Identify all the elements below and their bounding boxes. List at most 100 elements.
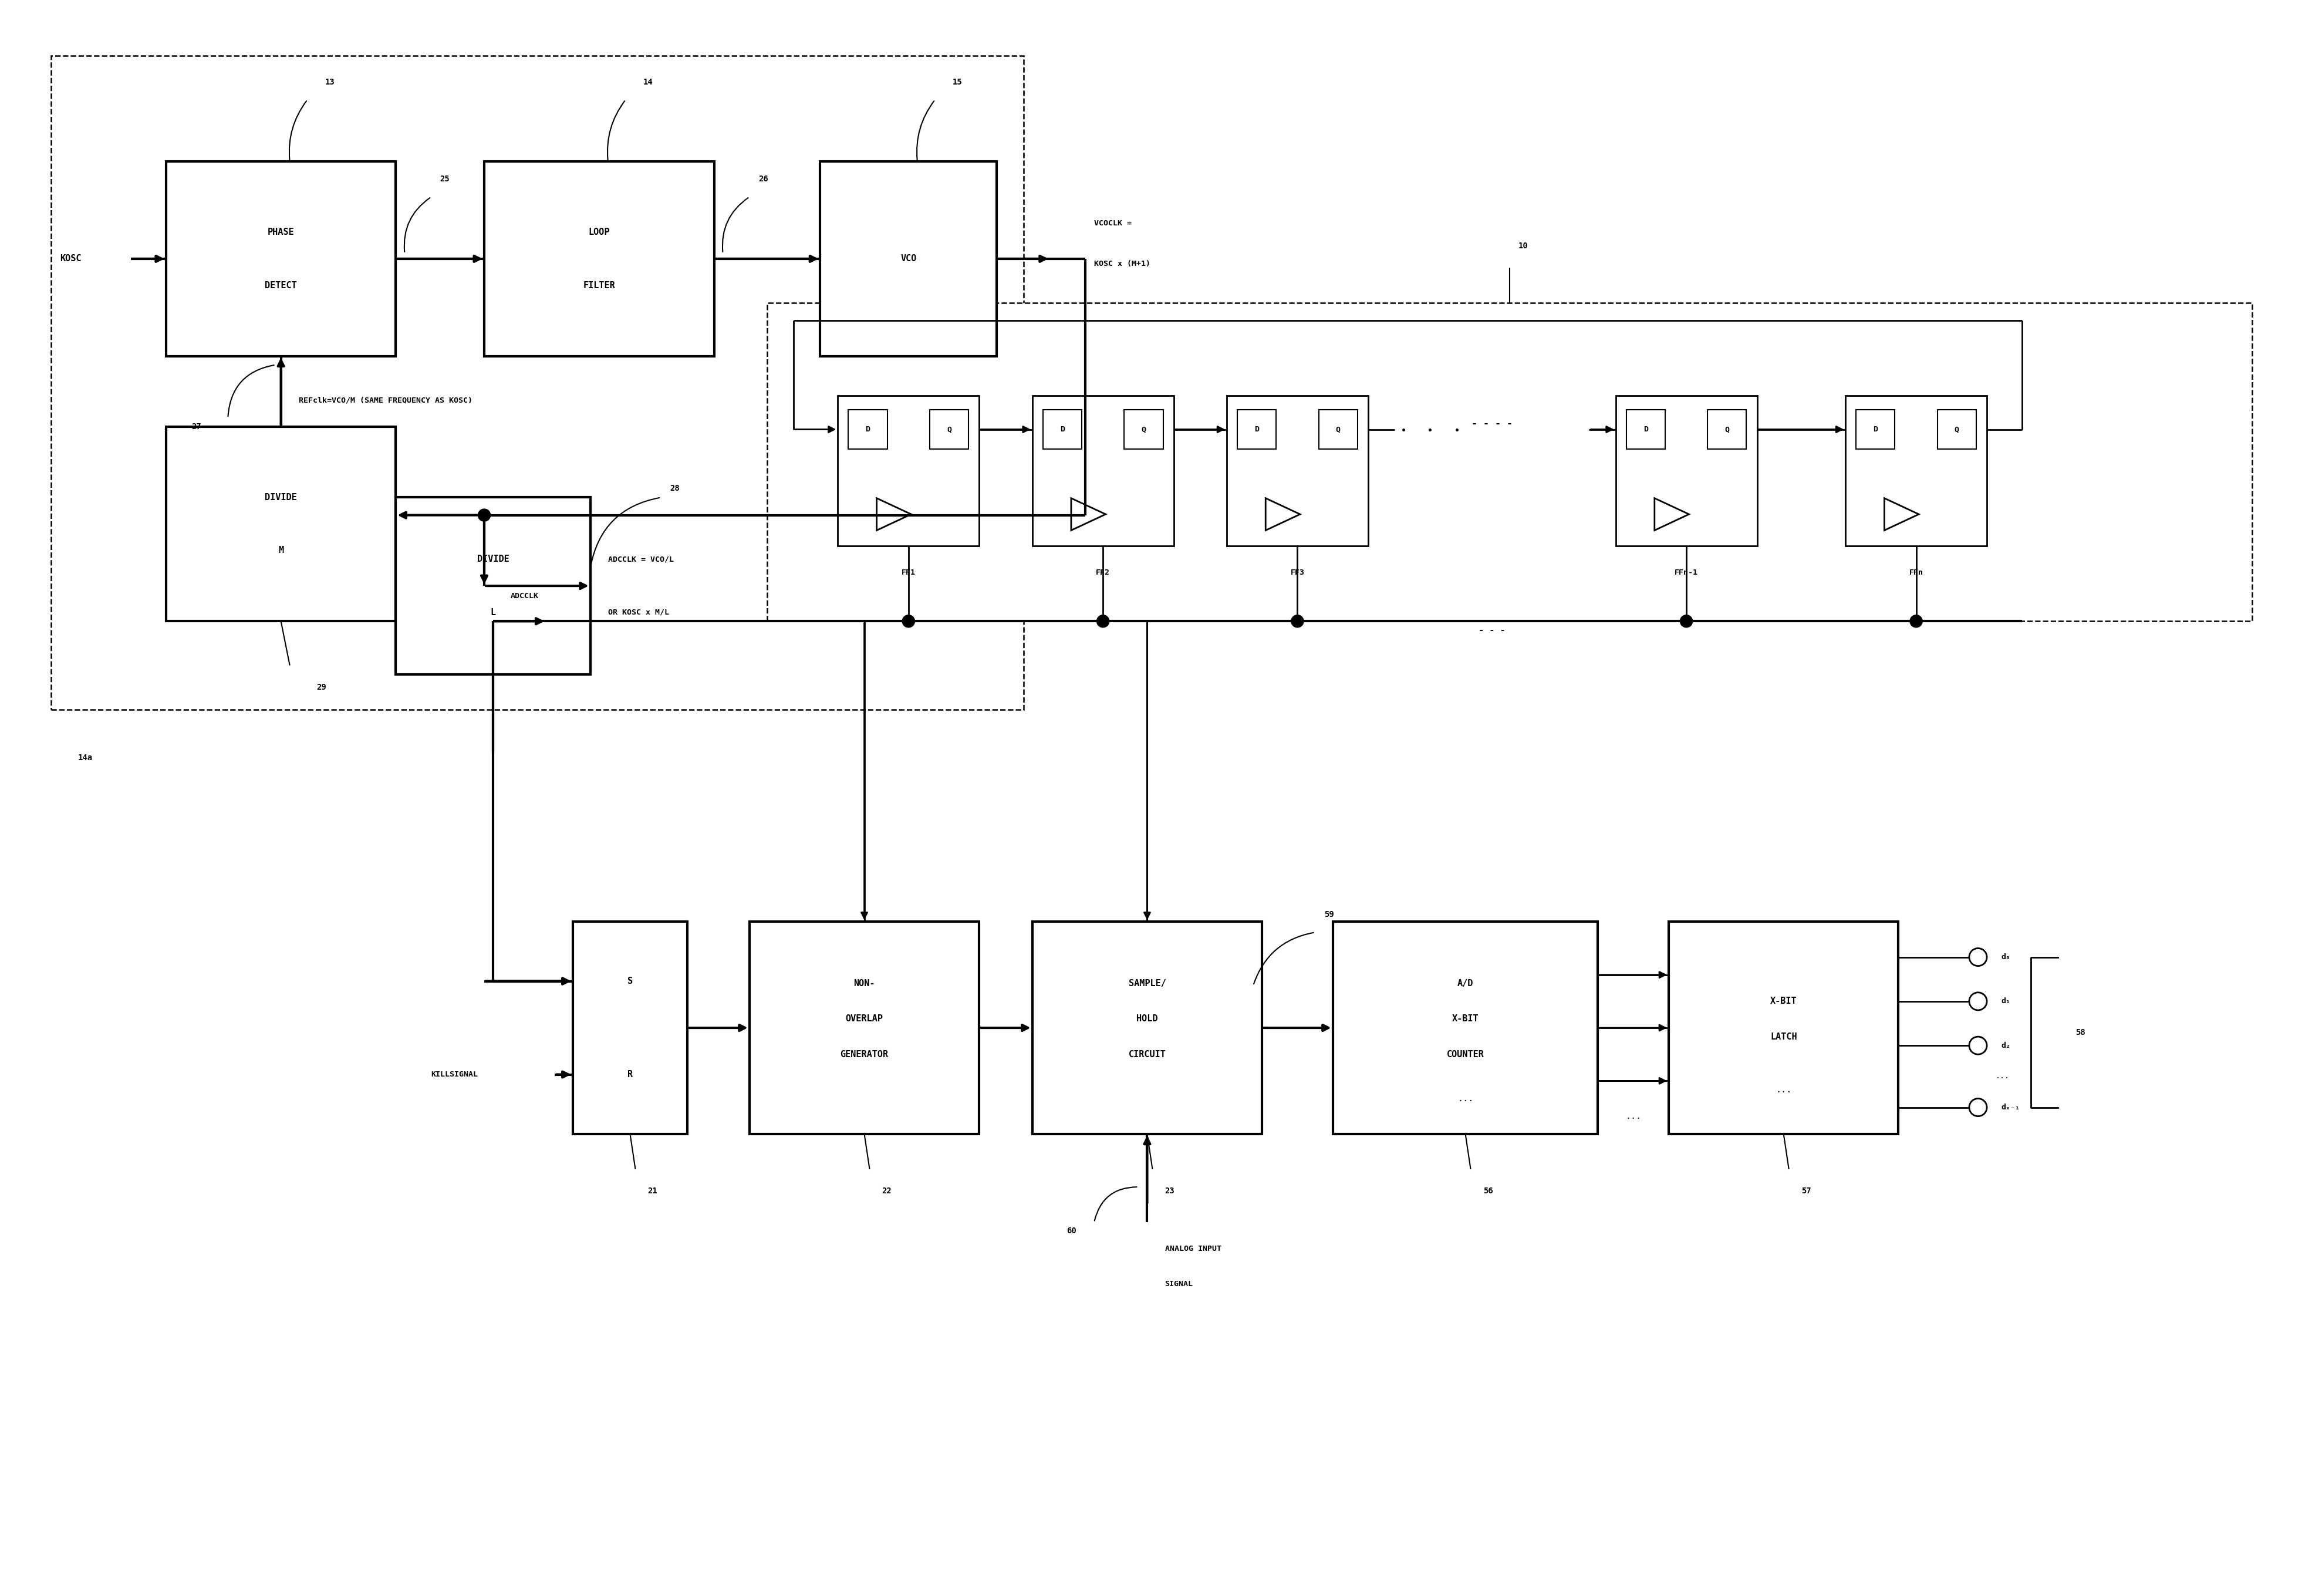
Circle shape	[1970, 1098, 1986, 1116]
Text: 56: 56	[1482, 1187, 1494, 1195]
Bar	[1709, 410, 1746, 448]
Circle shape	[1096, 614, 1110, 627]
Bar	[573, 922, 687, 1133]
Text: VCOCLK =: VCOCLK =	[1094, 220, 1131, 227]
Text: - - -: - - -	[1477, 626, 1505, 635]
Bar	[849, 410, 888, 448]
Bar	[1616, 396, 1757, 546]
Bar	[1332, 922, 1598, 1133]
Text: Q: Q	[1336, 426, 1341, 433]
Bar	[395, 498, 590, 674]
Text: HOLD: HOLD	[1138, 1015, 1158, 1023]
Text: ...: ...	[1457, 1095, 1473, 1103]
Bar	[1857, 410, 1896, 448]
Text: D: D	[865, 426, 869, 433]
Bar	[1228, 396, 1369, 546]
Text: D: D	[1873, 426, 1877, 433]
Text: PHASE: PHASE	[268, 228, 294, 236]
Text: SIGNAL: SIGNAL	[1165, 1280, 1193, 1288]
Text: M: M	[277, 546, 284, 555]
Text: ...: ...	[1995, 1073, 2009, 1080]
Circle shape	[1681, 614, 1692, 627]
Text: ANALOG INPUT: ANALOG INPUT	[1165, 1245, 1221, 1253]
Text: A/D: A/D	[1457, 980, 1473, 988]
Text: 13: 13	[326, 78, 335, 86]
Bar	[1669, 922, 1898, 1133]
Text: d₀: d₀	[2000, 953, 2011, 961]
Text: GENERATOR: GENERATOR	[839, 1050, 888, 1058]
Circle shape	[479, 509, 490, 522]
Text: KOSC: KOSC	[60, 254, 81, 263]
Text: 57: 57	[1801, 1187, 1810, 1195]
Text: d₂: d₂	[2000, 1042, 2011, 1049]
Bar	[837, 396, 980, 546]
Bar	[929, 410, 969, 448]
Bar	[1318, 410, 1357, 448]
Bar	[483, 161, 714, 356]
Text: DIVIDE: DIVIDE	[476, 555, 509, 563]
Bar	[166, 161, 395, 356]
Bar	[1845, 396, 1986, 546]
Bar	[749, 922, 980, 1133]
Bar	[1031, 922, 1262, 1133]
Bar	[1937, 410, 1977, 448]
Circle shape	[1290, 614, 1304, 627]
Bar	[166, 426, 395, 621]
Text: DIVIDE: DIVIDE	[266, 493, 296, 501]
Text: DETECT: DETECT	[266, 281, 296, 290]
Bar	[51, 56, 1024, 710]
Text: ...: ...	[1625, 1112, 1642, 1120]
Circle shape	[1910, 614, 1921, 627]
Text: 14: 14	[643, 78, 654, 86]
Text: S: S	[627, 977, 633, 986]
Text: REFclk=VCO/M (SAME FREQUENCY AS KOSC): REFclk=VCO/M (SAME FREQUENCY AS KOSC)	[298, 396, 472, 404]
Text: D: D	[1255, 426, 1260, 433]
Text: COUNTER: COUNTER	[1447, 1050, 1484, 1058]
Text: 23: 23	[1165, 1187, 1174, 1195]
Text: KILLSIGNAL: KILLSIGNAL	[432, 1071, 479, 1079]
Text: 60: 60	[1066, 1227, 1077, 1235]
Text: 27: 27	[192, 423, 201, 431]
Text: L: L	[490, 608, 495, 616]
Text: 26: 26	[758, 176, 768, 184]
Text: CIRCUIT: CIRCUIT	[1128, 1050, 1165, 1058]
Text: KOSC x (M+1): KOSC x (M+1)	[1094, 260, 1151, 268]
Text: OR KOSC x M/L: OR KOSC x M/L	[608, 608, 668, 616]
Bar	[1031, 396, 1174, 546]
Bar	[1237, 410, 1276, 448]
Circle shape	[1970, 948, 1986, 966]
Text: 21: 21	[647, 1187, 657, 1195]
Bar	[1043, 410, 1082, 448]
Bar	[1124, 410, 1163, 448]
Text: OVERLAP: OVERLAP	[846, 1015, 883, 1023]
Text: Q: Q	[1142, 426, 1147, 433]
Text: 59: 59	[1325, 911, 1334, 919]
Text: 10: 10	[1519, 241, 1528, 251]
Text: ...: ...	[1776, 1085, 1792, 1095]
Bar	[821, 161, 996, 356]
Text: D: D	[1059, 426, 1064, 433]
Text: LATCH: LATCH	[1771, 1033, 1796, 1041]
Text: 15: 15	[953, 78, 962, 86]
Text: 28: 28	[670, 485, 680, 493]
Text: dₓ₋₁: dₓ₋₁	[2000, 1103, 2021, 1111]
Text: 14a: 14a	[79, 753, 92, 761]
Circle shape	[1970, 993, 1986, 1010]
Text: FFn: FFn	[1910, 568, 1924, 576]
Text: FFn-1: FFn-1	[1674, 568, 1697, 576]
Text: d₁: d₁	[2000, 998, 2011, 1005]
Bar	[1625, 410, 1665, 448]
Text: Q: Q	[948, 426, 953, 433]
Text: ADCCLK: ADCCLK	[511, 592, 539, 600]
Text: FF3: FF3	[1290, 568, 1304, 576]
Text: 58: 58	[2076, 1028, 2085, 1036]
Text: LOOP: LOOP	[590, 228, 610, 236]
Circle shape	[1970, 1037, 1986, 1055]
Text: X-BIT: X-BIT	[1771, 998, 1796, 1005]
Text: VCO: VCO	[899, 254, 916, 263]
Text: SAMPLE/: SAMPLE/	[1128, 980, 1165, 988]
Text: 22: 22	[881, 1187, 892, 1195]
Text: FF1: FF1	[902, 568, 916, 576]
Text: Q: Q	[1725, 426, 1729, 433]
Text: NON-: NON-	[853, 980, 874, 988]
